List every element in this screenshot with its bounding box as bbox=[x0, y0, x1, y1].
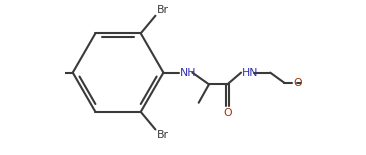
Text: Br: Br bbox=[156, 5, 168, 15]
Text: NH: NH bbox=[180, 68, 197, 78]
Text: HN: HN bbox=[242, 68, 258, 78]
Text: Br: Br bbox=[156, 131, 168, 140]
Text: O: O bbox=[294, 78, 302, 88]
Text: O: O bbox=[223, 108, 232, 118]
